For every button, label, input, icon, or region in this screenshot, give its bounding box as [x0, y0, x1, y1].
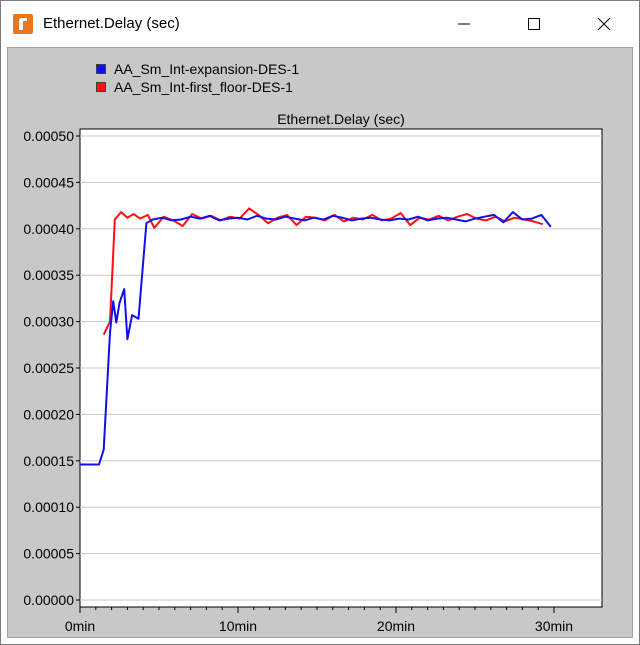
legend-item-first-floor: AA_Sm_Int-first_floor-DES-1 [96, 78, 299, 96]
y-tick-label: 0.00030 [23, 314, 74, 330]
x-tick-label: 20min [377, 618, 415, 634]
opnet-app-icon [13, 14, 33, 34]
x-tick-label: 0min [65, 618, 95, 634]
y-tick-label: 0.00005 [23, 546, 74, 562]
title-bar[interactable]: Ethernet.Delay (sec) [1, 1, 639, 47]
y-tick-label: 0.00050 [23, 128, 74, 144]
series-line-expansion [80, 211, 552, 466]
y-tick-label: 0.00025 [23, 360, 74, 376]
y-tick-label: 0.00020 [23, 406, 74, 422]
y-tick-label: 0.00035 [23, 267, 74, 283]
legend-label-expansion: AA_Sm_Int-expansion-DES-1 [114, 61, 300, 77]
chart-legend: AA_Sm_Int-expansion-DES-1 AA_Sm_Int-firs… [96, 60, 299, 96]
minimize-icon [458, 23, 470, 25]
maximize-icon [528, 18, 540, 30]
legend-item-expansion: AA_Sm_Int-expansion-DES-1 [96, 60, 299, 78]
legend-label-first-floor: AA_Sm_Int-first_floor-DES-1 [114, 79, 293, 95]
x-tick-label: 30min [535, 618, 573, 634]
legend-swatch-expansion [96, 64, 106, 74]
maximize-button[interactable] [511, 1, 557, 47]
y-tick-label: 0.00045 [23, 174, 74, 190]
y-tick-label: 0.00040 [23, 221, 74, 237]
close-button[interactable] [581, 1, 627, 47]
window-title: Ethernet.Delay (sec) [43, 15, 180, 32]
x-tick-label: 10min [219, 618, 257, 634]
y-tick-label: 0.00015 [23, 453, 74, 469]
series-line-first-floor [102, 207, 544, 336]
y-tick-label: 0.00000 [23, 592, 74, 608]
chart-title: Ethernet.Delay (sec) [277, 111, 405, 127]
y-tick-label: 0.00010 [23, 499, 74, 515]
minimize-button[interactable] [441, 1, 487, 47]
legend-swatch-first-floor [96, 82, 106, 92]
close-icon [597, 17, 611, 31]
